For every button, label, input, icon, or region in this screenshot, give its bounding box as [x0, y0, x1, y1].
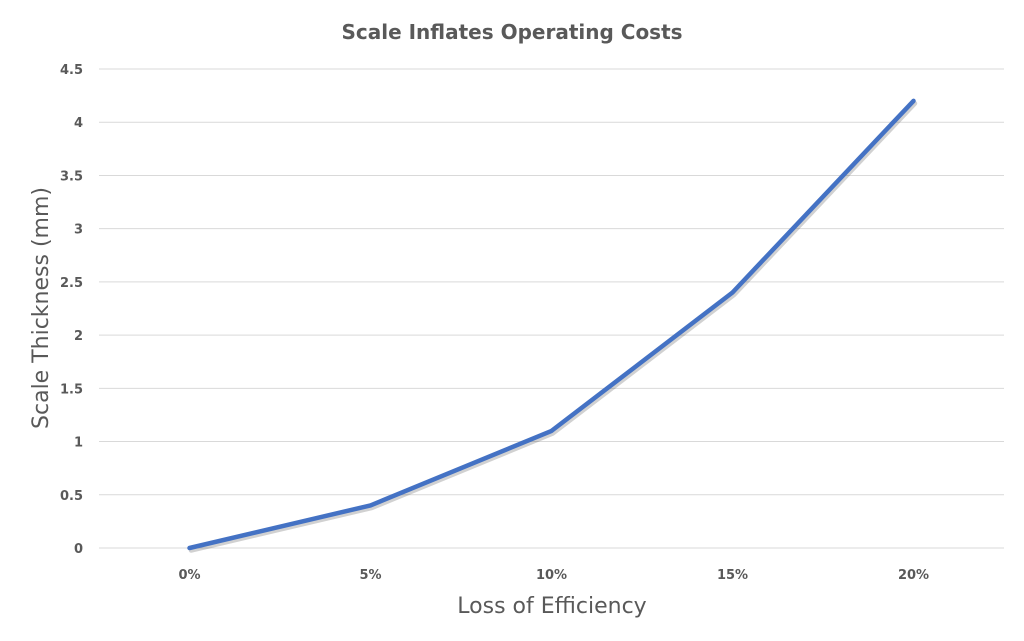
y-tick-label: 0	[74, 542, 83, 557]
series-line-shadow	[188, 101, 918, 553]
y-tick-label: 2	[74, 329, 83, 344]
x-tick-labels: 0% 5% 10% 15% 20%	[178, 568, 929, 583]
y-tick-label: 4	[74, 116, 83, 131]
y-tick-label: 1.5	[60, 382, 83, 397]
series-line-0	[187, 98, 916, 551]
y-axis-title: Scale Thickness (mm)	[29, 187, 54, 429]
x-tick-label: 20%	[898, 568, 929, 583]
y-tick-label: 1	[74, 436, 83, 451]
data-point-0%	[187, 546, 192, 550]
x-axis-title: Loss of Efficiency	[457, 594, 646, 619]
chart-title: Scale Inflates Operating Costs	[341, 20, 682, 44]
data-point-10%	[549, 428, 554, 433]
gridlines	[99, 68, 1004, 549]
y-tick-label: 3	[74, 223, 83, 238]
data-point-15%	[730, 290, 735, 295]
x-tick-label: 0%	[178, 568, 200, 583]
y-tick-labels: 0 0.5 1 1.5 2 2.5 3 3.5 4 4.5	[60, 63, 83, 557]
data-point-20%	[911, 98, 916, 103]
x-tick-label: 5%	[359, 568, 381, 583]
series-lines	[187, 98, 918, 553]
x-tick-label: 15%	[717, 568, 748, 583]
y-tick-label: 2.5	[60, 276, 83, 291]
y-tick-label: 4.5	[60, 63, 83, 78]
data-point-5%	[368, 503, 373, 508]
y-tick-label: 0.5	[60, 489, 83, 504]
x-tick-label: 10%	[536, 568, 567, 583]
y-tick-label: 3.5	[60, 169, 83, 184]
